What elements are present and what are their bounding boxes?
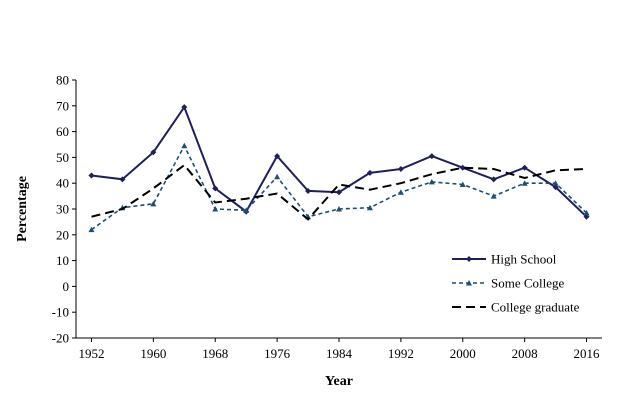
data-point [274,173,281,180]
legend-label: High School [491,252,557,267]
data-point [521,164,528,171]
data-point [490,193,497,199]
x-tick-label: 1952 [78,346,104,361]
legend: High School Some College College graduate [452,252,580,315]
y-tick-label: 0 [63,279,70,294]
x-axis-title: Year [325,374,353,389]
y-tick-label: 70 [56,98,69,113]
data-point [181,142,188,149]
x-tick-label: 1984 [326,346,353,361]
data-point [397,166,404,173]
legend-label: Some College [491,276,565,291]
x-ticks: 1952 1960 1968 1976 1984 1992 2000 2008 2016 [78,338,600,361]
data-point [466,256,472,262]
legend-label: College graduate [491,300,580,315]
data-point [466,280,472,286]
data-point [150,200,157,207]
data-point [366,169,373,176]
data-point [583,209,590,216]
y-tick-label: 10 [56,253,69,268]
y-tick-label: -20 [52,331,69,346]
y-tick-label: 60 [56,124,69,139]
data-point [428,153,435,160]
y-tick-label: 50 [56,150,69,165]
data-point [459,181,466,187]
data-point [366,204,373,211]
x-tick-label: 1960 [140,346,166,361]
y-tick-label: 20 [56,227,69,242]
x-tick-label: 2008 [512,346,538,361]
series-line [91,104,588,218]
data-point [212,206,219,212]
y-axis-title: Percentage [15,176,30,242]
y-tick-label: -10 [52,305,69,320]
data-point [336,189,342,196]
x-tick-label: 1968 [202,346,228,361]
series-some-college [88,142,590,233]
x-tick-label: 2016 [574,346,601,361]
data-point [490,176,497,183]
data-point [274,153,281,160]
x-tick-label: 2000 [450,346,476,361]
data-point [212,185,219,192]
y-tick-label: 40 [56,176,69,191]
data-point [181,104,188,111]
data-point [521,180,528,186]
data-point [119,176,126,183]
data-point [459,164,466,171]
data-point [88,226,95,233]
data-point [305,187,312,194]
y-tick-label: 30 [56,202,69,217]
data-point [428,178,435,185]
x-tick-label: 1992 [388,346,414,361]
data-point [397,189,404,195]
data-point [552,180,559,186]
axes: -20 -10 0 10 20 30 40 50 60 70 80 1952 1960 1968 1976… [52,73,602,361]
series-high-school [88,104,590,220]
data-point [336,206,342,212]
data-point [150,149,157,156]
y-ticks: -20 -10 0 10 20 30 40 50 60 70 80 [52,73,76,346]
y-tick-label: 80 [56,73,69,88]
series-line [91,144,588,231]
data-point [88,172,95,179]
x-tick-label: 1976 [264,346,291,361]
data-point [243,207,250,213]
series-layer [88,104,590,233]
